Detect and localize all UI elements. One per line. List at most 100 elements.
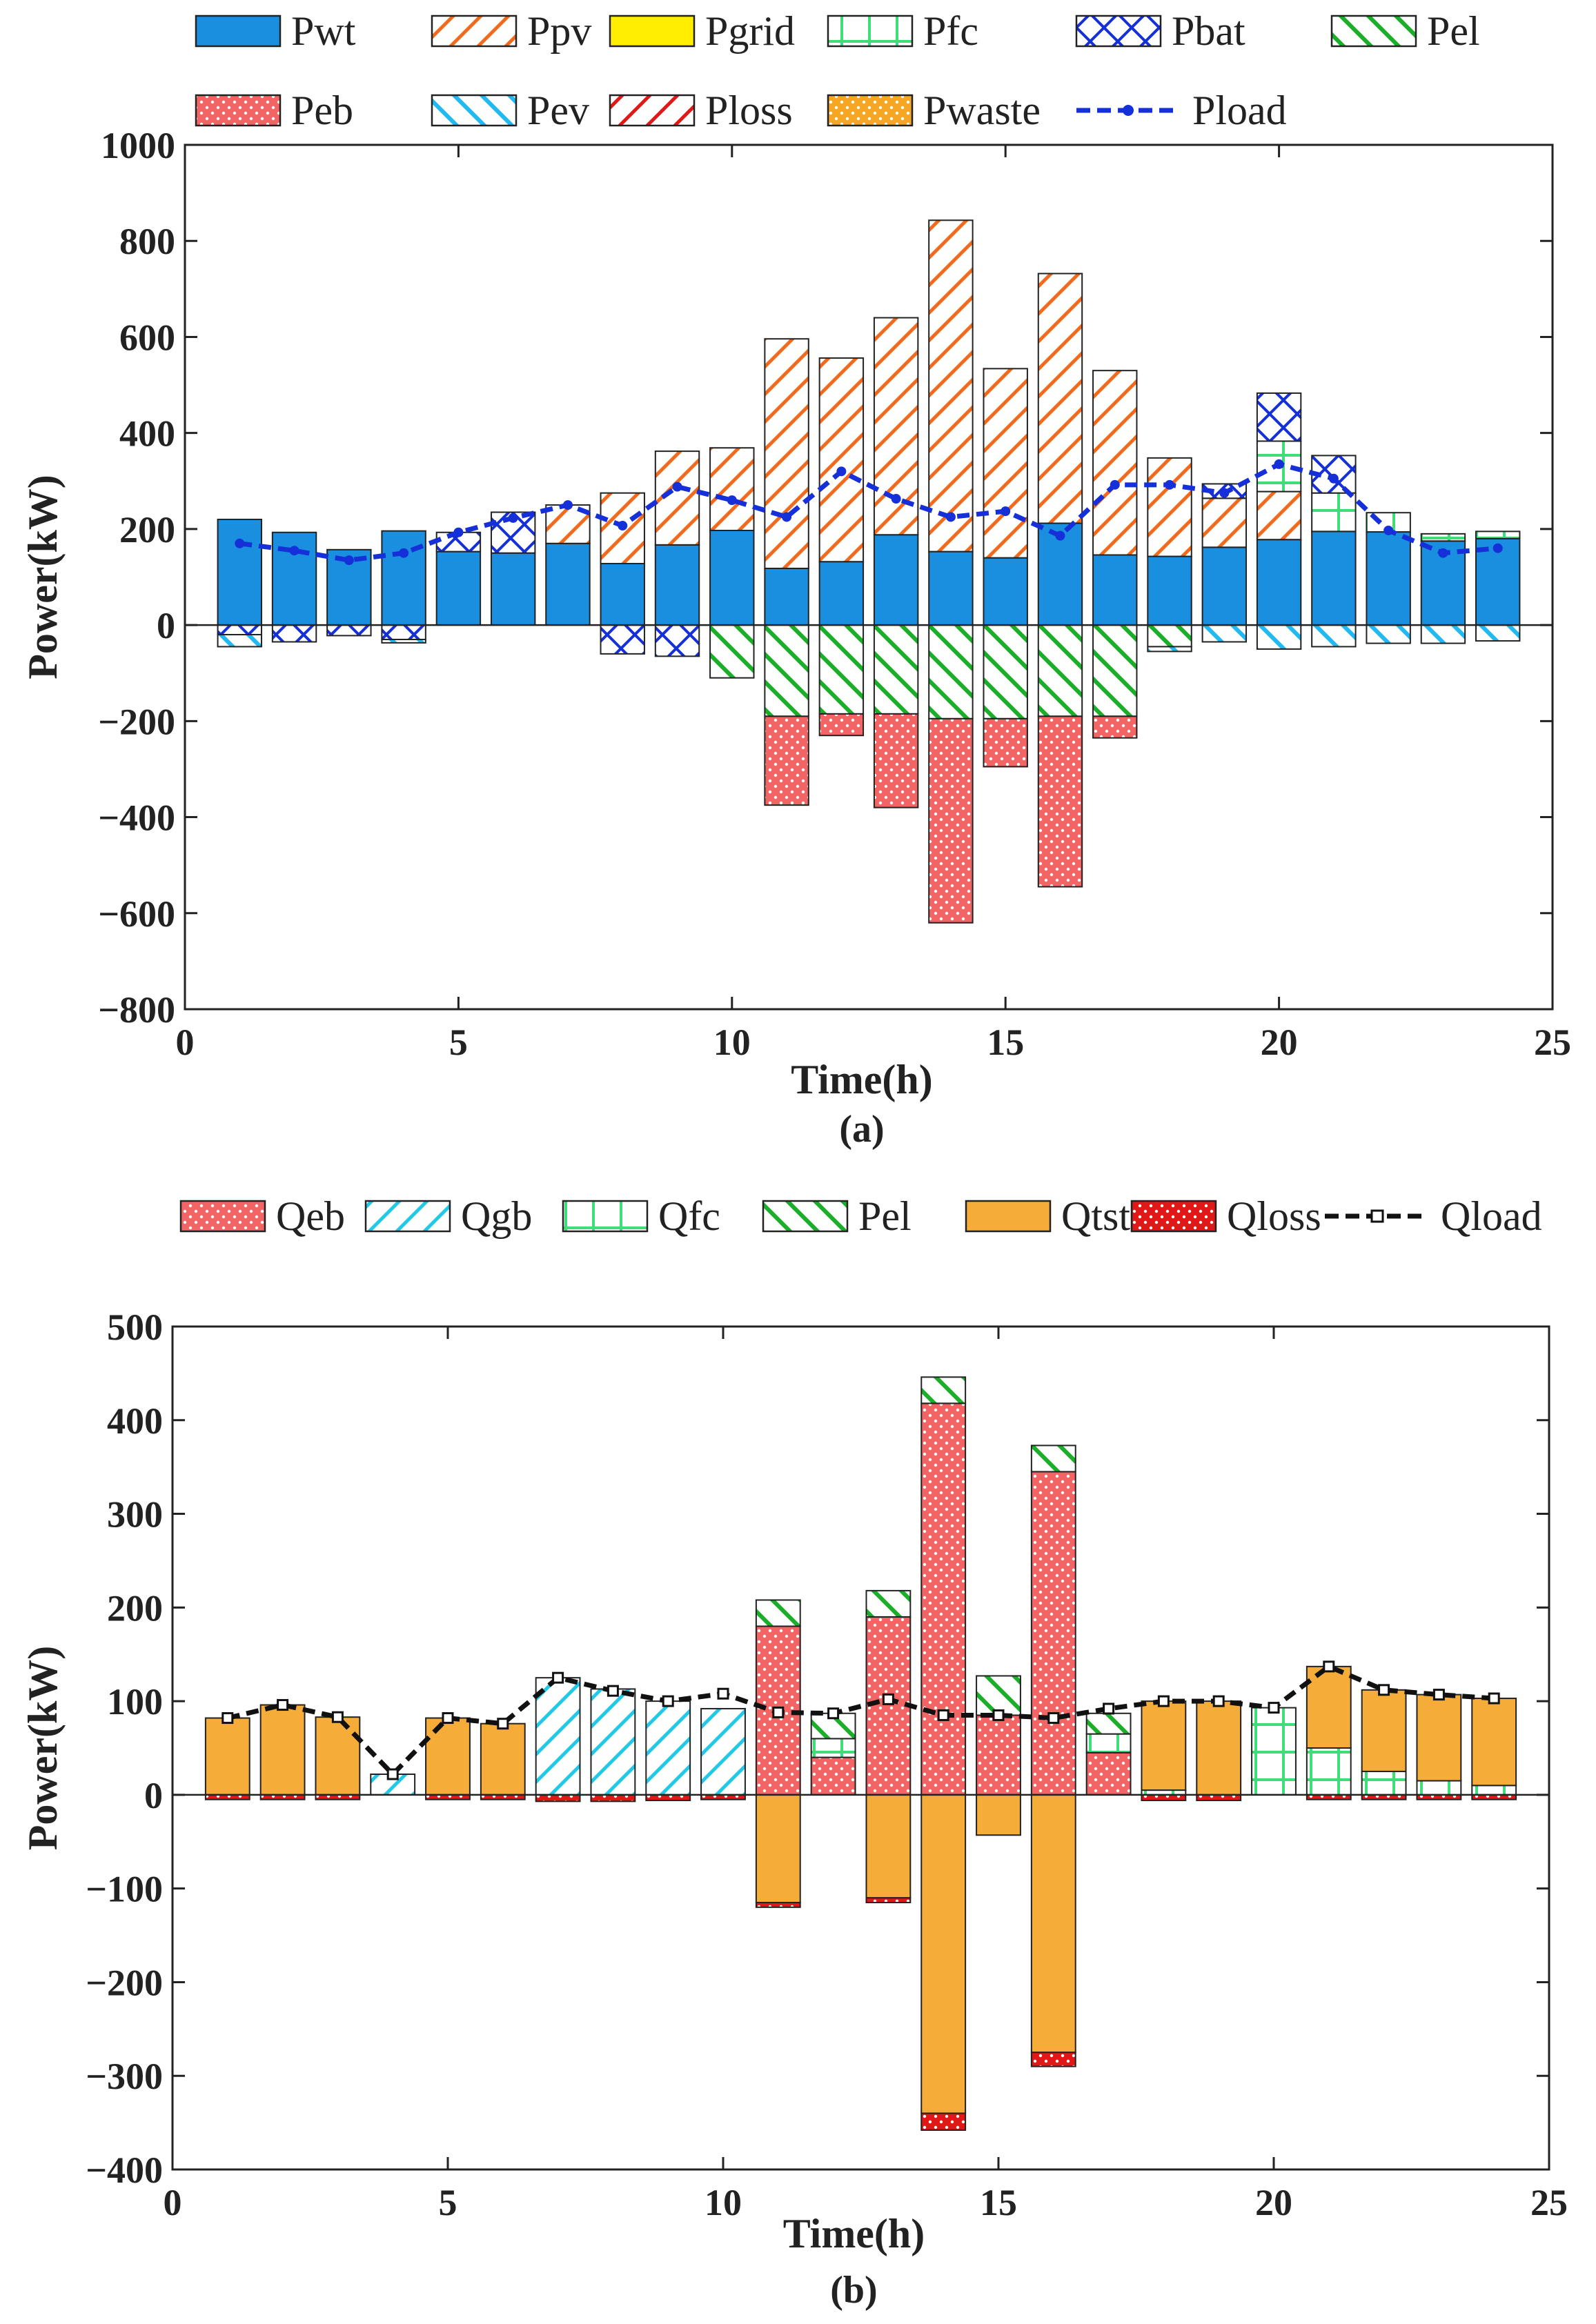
load-point (1055, 530, 1065, 541)
bar-pwt (983, 557, 1028, 626)
legend-marker (1370, 1209, 1384, 1223)
x-tick-label: 15 (980, 2182, 1017, 2223)
load-point (782, 512, 792, 522)
bar-pbat (326, 624, 372, 637)
legend-swatch-qtst (965, 1200, 1052, 1233)
legend-label: Qload (1441, 1193, 1542, 1239)
bar-qloss (755, 1902, 801, 1908)
bar-qloss (535, 1794, 581, 1802)
bar-qtst (480, 1722, 526, 1796)
bar-pwt (1256, 539, 1302, 626)
bar-pwt (1311, 530, 1357, 626)
bar-qtst (1361, 1689, 1407, 1772)
load-point (1438, 548, 1448, 558)
x-tick-label: 0 (164, 2182, 182, 2223)
bar-pwt (764, 567, 809, 626)
load-point (1378, 1684, 1390, 1696)
bar-peb (1092, 715, 1138, 739)
y-axis-label: Power(kW) (20, 475, 66, 679)
legend-swatch-pwt (195, 14, 282, 48)
load-point (497, 1718, 509, 1730)
bar-qfc (1251, 1707, 1297, 1796)
x-axis-label: Time(h) (783, 2211, 925, 2256)
bar-pwt (435, 550, 482, 626)
legend-swatch-ppv (431, 14, 518, 48)
bar-pev (1311, 624, 1357, 648)
load-point (607, 1685, 619, 1697)
load-point (277, 1699, 289, 1711)
load-point (235, 538, 245, 548)
bar-qeb (865, 1616, 912, 1796)
load-point (1165, 479, 1175, 490)
bar-qtst (1416, 1694, 1462, 1782)
legend-label: Pev (527, 88, 589, 133)
load-point (836, 466, 847, 477)
bar-ppv (1201, 497, 1248, 548)
bar-pel (920, 1376, 967, 1404)
x-tick-label: 20 (1255, 2182, 1292, 2223)
bar-peb (818, 713, 865, 737)
load-point (1383, 525, 1394, 535)
y-tick-label: −400 (86, 2149, 163, 2191)
x-axis-label: Time(h) (791, 1057, 933, 1102)
bar-qfc (1306, 1747, 1352, 1796)
legend-label: Pwt (291, 8, 356, 54)
bar-pbat (1256, 392, 1302, 442)
bar-pwt (709, 529, 755, 626)
legend-swatch-qloss (1130, 1200, 1217, 1233)
bar-pel (755, 1599, 801, 1627)
bar-pbat (654, 624, 700, 657)
y-tick-label: 100 (107, 1681, 163, 1722)
load-point (827, 1707, 840, 1720)
legend-swatch-pel (762, 1200, 849, 1233)
load-point (1328, 473, 1339, 484)
bar-qtst (1471, 1698, 1517, 1787)
x-tick-label: 10 (713, 1022, 751, 1063)
y-tick-label: −200 (98, 701, 175, 742)
bar-pel (873, 624, 919, 715)
bar-pev (1366, 624, 1411, 644)
bar-pel (865, 1589, 912, 1618)
load-point (289, 546, 299, 556)
y-axis-label: Power(kW) (20, 1646, 66, 1851)
y-tick-label: −200 (86, 1962, 163, 2003)
bar-qloss (590, 1794, 636, 1802)
bar-qeb (920, 1402, 967, 1796)
x-tick-label: 10 (705, 2182, 742, 2223)
load-point (662, 1695, 674, 1707)
legend-label: Pwaste (923, 88, 1041, 133)
bar-qfc (1471, 1785, 1517, 1796)
bar-ppv (654, 450, 700, 546)
legend-swatch-qgb (364, 1200, 451, 1233)
y-tick-label: 400 (119, 413, 175, 455)
load-point (1323, 1660, 1335, 1673)
load-point (1219, 488, 1230, 498)
load-point (1047, 1712, 1060, 1725)
bar-pwt (490, 552, 536, 626)
bar-pbat (600, 624, 645, 655)
bar-qtst (315, 1716, 361, 1796)
bar-pwt (873, 534, 919, 626)
load-point (672, 481, 682, 492)
bar-pwt (1201, 546, 1248, 626)
bar-qgb (700, 1707, 746, 1796)
bar-peb (1037, 715, 1083, 888)
y-tick-label: 0 (157, 605, 175, 646)
y-tick-label: 600 (119, 317, 175, 358)
legend-label: Qeb (276, 1193, 345, 1239)
bar-peb (928, 717, 974, 924)
bar-pwt (818, 561, 865, 626)
bar-pel (983, 624, 1028, 719)
bar-pev (217, 634, 262, 648)
bar-pev (1201, 624, 1248, 643)
bar-pel (1037, 624, 1083, 717)
bar-qtst (204, 1717, 250, 1796)
legend-label: Peb (291, 88, 353, 133)
bar-pev (381, 638, 426, 644)
legend-label: Qtst (1061, 1193, 1130, 1239)
load-point (891, 494, 901, 504)
load-point (618, 521, 628, 531)
load-point (1212, 1695, 1225, 1707)
x-tick-label: 25 (1530, 2182, 1568, 2223)
